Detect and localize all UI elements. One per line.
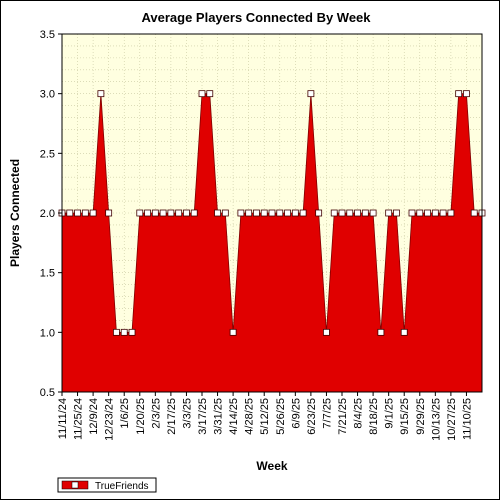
x-tick-label: 3/3/25 xyxy=(181,398,193,429)
y-tick-label: 2.0 xyxy=(40,208,55,220)
x-tick-label: 11/10/25 xyxy=(461,398,473,440)
data-point xyxy=(136,209,144,217)
data-point xyxy=(330,209,338,217)
x-tick-label: 8/4/25 xyxy=(353,398,365,429)
data-point xyxy=(229,328,237,336)
data-point xyxy=(113,328,120,336)
data-point xyxy=(214,209,221,217)
data-point xyxy=(338,209,346,217)
data-point xyxy=(128,328,136,336)
y-axis-ticks: 0.5 1.0 1.5 2.0 2.5 3.0 3.5 xyxy=(40,29,62,399)
data-point xyxy=(276,209,284,217)
x-axis-ticks: 11/11/24 11/25/24 12/9/24 12/23/24 1/6/25 1/2… xyxy=(57,392,473,441)
data-point xyxy=(463,90,470,98)
data-point xyxy=(245,209,253,217)
data-point xyxy=(354,209,361,217)
x-tick-label: 10/13/25 xyxy=(430,398,442,441)
x-tick-label: 1/20/25 xyxy=(135,398,147,435)
data-point xyxy=(175,209,183,217)
data-point xyxy=(221,209,229,217)
data-point xyxy=(97,90,105,98)
data-point xyxy=(89,209,97,217)
data-point xyxy=(299,209,307,217)
x-tick-label: 12/9/24 xyxy=(88,398,100,435)
chart-title: Average Players Connected By Week xyxy=(141,10,371,25)
data-point xyxy=(307,90,315,98)
legend-label: TrueFriends xyxy=(95,481,149,492)
x-tick-label: 9/29/25 xyxy=(415,398,427,435)
data-point xyxy=(120,328,128,336)
x-tick-label: 8/18/25 xyxy=(368,398,380,435)
data-point xyxy=(455,90,463,98)
y-tick-label: 0.5 xyxy=(40,387,55,399)
y-tick-label: 2.5 xyxy=(40,148,55,160)
x-tick-label: 9/15/25 xyxy=(399,398,411,435)
data-point xyxy=(377,328,385,336)
x-tick-label: 5/12/25 xyxy=(259,398,271,435)
y-tick-label: 3.5 xyxy=(40,29,55,41)
data-point xyxy=(237,209,245,217)
data-point xyxy=(260,209,268,217)
x-tick-label: 5/26/25 xyxy=(275,398,287,435)
data-point xyxy=(183,209,190,217)
legend: TrueFriends xyxy=(57,477,157,493)
x-tick-label: 11/11/24 xyxy=(57,398,69,439)
data-point xyxy=(253,209,260,217)
data-point xyxy=(369,209,377,217)
y-tick-label: 1.0 xyxy=(40,327,55,339)
data-point xyxy=(400,328,408,336)
data-point xyxy=(206,90,214,98)
x-tick-label: 2/17/25 xyxy=(166,398,178,435)
x-tick-label: 6/9/25 xyxy=(290,398,302,429)
data-point xyxy=(416,209,424,217)
data-point xyxy=(268,209,276,217)
x-tick-label: 11/25/24 xyxy=(73,398,85,440)
x-tick-label: 1/6/25 xyxy=(119,398,131,429)
data-point xyxy=(431,209,439,217)
data-point xyxy=(81,209,89,217)
data-point xyxy=(470,209,478,217)
series-area-path xyxy=(61,93,483,393)
data-point xyxy=(198,90,206,98)
data-point xyxy=(323,328,330,336)
data-point xyxy=(393,209,400,217)
x-tick-label: 4/28/25 xyxy=(244,398,256,435)
data-point xyxy=(385,209,393,217)
data-point xyxy=(439,209,447,217)
data-point xyxy=(105,209,113,217)
data-point xyxy=(190,209,198,217)
x-tick-label: 10/27/25 xyxy=(446,398,458,441)
x-tick-label: 12/23/24 xyxy=(104,398,116,441)
data-point xyxy=(424,209,431,217)
x-tick-label: 2/3/25 xyxy=(150,398,162,429)
data-point xyxy=(167,209,175,217)
data-point xyxy=(74,209,81,217)
data-point xyxy=(447,209,455,217)
x-tick-label: 7/21/25 xyxy=(337,398,349,435)
series-area xyxy=(61,93,483,393)
x-tick-label: 4/14/25 xyxy=(228,398,240,435)
x-tick-label: 3/17/25 xyxy=(197,398,209,435)
y-tick-label: 3.0 xyxy=(40,89,55,101)
data-point xyxy=(291,209,299,217)
data-point xyxy=(361,209,369,217)
data-point xyxy=(144,209,151,217)
data-point xyxy=(159,209,167,217)
x-tick-label: 3/31/25 xyxy=(213,398,225,435)
y-tick-label: 1.5 xyxy=(40,268,55,280)
legend-marker xyxy=(71,481,79,489)
y-axis-label: Players Connected xyxy=(8,159,22,267)
data-point xyxy=(346,209,354,217)
x-tick-label: 7/7/25 xyxy=(321,398,333,429)
data-point xyxy=(151,209,159,217)
x-tick-label: 9/1/25 xyxy=(384,398,396,429)
data-point xyxy=(66,209,74,217)
data-point xyxy=(284,209,291,217)
data-point xyxy=(408,209,416,217)
x-axis-label: Week xyxy=(256,459,287,473)
data-point xyxy=(315,209,323,217)
x-tick-label: 6/23/25 xyxy=(306,398,318,435)
